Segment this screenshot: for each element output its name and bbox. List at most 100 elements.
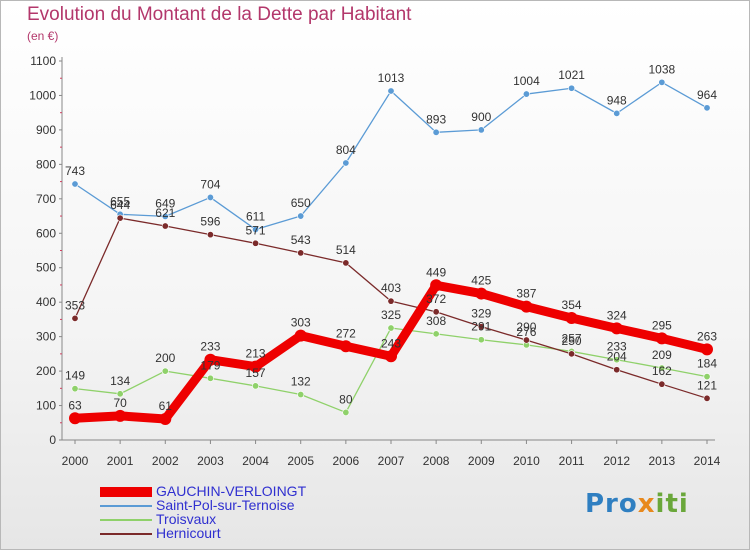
data-label: 233	[607, 340, 627, 354]
data-point	[294, 329, 307, 342]
x-tick-label: 2011	[559, 454, 585, 468]
data-point	[475, 287, 488, 300]
data-label: 644	[110, 198, 130, 212]
data-point	[297, 391, 305, 399]
data-point	[206, 193, 214, 201]
data-point	[71, 314, 79, 322]
data-label: 354	[562, 298, 582, 312]
data-label: 449	[426, 265, 446, 279]
data-label: 233	[200, 340, 220, 354]
data-label: 1004	[513, 74, 540, 88]
data-label: 893	[426, 112, 446, 126]
data-point	[385, 350, 397, 363]
data-label: 272	[336, 326, 356, 340]
data-label: 162	[652, 364, 672, 378]
data-label: 649	[155, 196, 175, 210]
data-label: 325	[381, 308, 401, 322]
legend-label: Troisvaux	[156, 511, 217, 527]
data-point	[249, 360, 262, 373]
data-point	[477, 336, 485, 344]
data-label: 303	[291, 316, 311, 330]
legend-swatch	[100, 487, 152, 497]
legend-label: Hernicourt	[156, 525, 221, 541]
x-tick-label: 2006	[333, 454, 360, 468]
data-point	[432, 330, 440, 338]
data-label: 80	[339, 392, 353, 406]
legend-swatch	[100, 519, 152, 521]
data-label: 621	[155, 206, 175, 220]
data-point	[342, 259, 350, 267]
data-point	[387, 87, 395, 95]
data-label: 743	[65, 164, 85, 178]
legend-swatch	[100, 533, 152, 535]
data-point	[522, 336, 530, 344]
data-label: 184	[697, 357, 717, 371]
data-label: 543	[291, 233, 311, 247]
x-tick-label: 2001	[107, 454, 134, 468]
data-label: 900	[471, 110, 491, 124]
data-label: 291	[471, 320, 491, 334]
data-point	[613, 356, 621, 364]
data-label: 276	[516, 325, 536, 339]
y-tick-label: 800	[36, 157, 56, 171]
data-label: 132	[291, 375, 311, 389]
data-point	[252, 225, 260, 233]
data-point	[252, 239, 260, 247]
data-point	[658, 78, 666, 86]
x-tick-label: 2007	[378, 454, 405, 468]
data-label: 157	[246, 366, 266, 380]
data-label: 611	[246, 209, 265, 223]
data-point	[520, 300, 533, 313]
data-label: 250	[562, 334, 582, 348]
legend-label: GAUCHIN-VERLOINGT	[156, 483, 307, 499]
data-point	[703, 104, 711, 112]
x-tick-label: 2000	[62, 454, 89, 468]
data-point	[565, 312, 578, 325]
data-label: 353	[65, 298, 85, 312]
data-label: 387	[516, 287, 536, 301]
data-point	[116, 390, 124, 398]
legend-item: Troisvaux	[100, 511, 360, 528]
data-label: 571	[246, 223, 266, 237]
data-label: 263	[697, 329, 717, 343]
data-point	[655, 332, 668, 345]
data-point	[71, 180, 79, 188]
data-point	[159, 412, 172, 425]
x-tick-label: 2010	[513, 454, 540, 468]
chart-subtitle: (en €)	[27, 29, 59, 43]
data-label: 514	[336, 243, 356, 257]
data-point	[206, 231, 214, 239]
data-label: 596	[200, 215, 220, 229]
data-point	[71, 385, 79, 393]
data-label: 324	[607, 308, 627, 322]
y-tick-label: 600	[36, 226, 56, 240]
data-label: 425	[471, 274, 491, 288]
data-point	[477, 323, 485, 331]
legend-item: GAUCHIN-VERLOINGT	[100, 483, 360, 500]
data-point	[387, 297, 395, 305]
data-point	[297, 249, 305, 257]
data-label: 372	[426, 292, 446, 306]
data-point	[568, 84, 576, 92]
data-point	[387, 324, 395, 332]
data-point	[204, 353, 217, 366]
legend-item: Hernicourt	[100, 525, 360, 542]
legend-label: Saint-Pol-sur-Ternoise	[156, 497, 295, 513]
data-point	[610, 322, 623, 335]
y-tick-label: 1100	[30, 54, 56, 68]
proxiti-logo: Proxiti	[585, 489, 689, 519]
data-point	[114, 409, 127, 422]
data-point	[432, 308, 440, 316]
data-label: 403	[381, 281, 401, 295]
data-label: 804	[336, 143, 356, 157]
data-point	[297, 212, 305, 220]
x-tick-label: 2008	[423, 454, 450, 468]
data-point	[339, 340, 352, 353]
data-point	[701, 343, 713, 356]
data-point	[477, 126, 485, 134]
data-point	[161, 222, 169, 230]
data-point	[613, 109, 621, 117]
data-label: 134	[110, 374, 130, 388]
